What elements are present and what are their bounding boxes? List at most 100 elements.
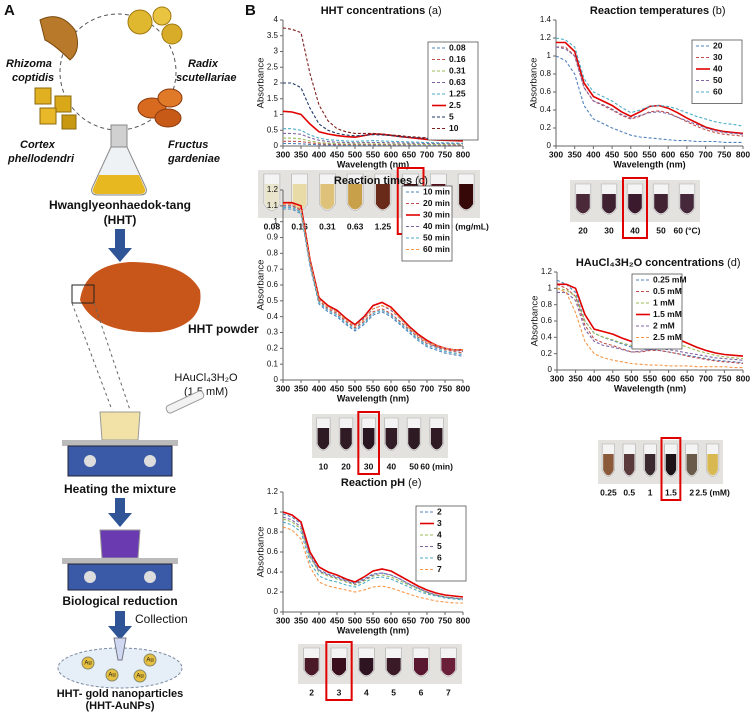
zoom-box bbox=[71, 284, 95, 304]
tube-liquid bbox=[359, 658, 374, 676]
particle-label: Au bbox=[136, 674, 143, 680]
x-tick-label: 750 bbox=[438, 383, 452, 393]
legend-label: 3 bbox=[437, 518, 442, 528]
highlight-box bbox=[357, 411, 381, 475]
x-axis-label: Wavelength (nm) bbox=[337, 625, 409, 635]
y-tick-label: 2 bbox=[274, 78, 279, 87]
x-tick-label: 700 bbox=[420, 383, 434, 393]
legend-label: 0.63 bbox=[449, 77, 466, 87]
tube-liquid bbox=[375, 184, 390, 210]
series-line bbox=[282, 521, 464, 601]
chart-title: HHT concentrations bbox=[321, 5, 426, 17]
y-tick-label: 0 bbox=[547, 141, 552, 150]
tube-liquid bbox=[441, 658, 456, 676]
y-tick-label: 0.3 bbox=[267, 328, 279, 337]
tube-label: 2.5 (mM) bbox=[695, 487, 730, 497]
herb-name: phellodendri bbox=[7, 153, 75, 165]
x-tick-label: 550 bbox=[642, 149, 656, 159]
y-tick-label: 0.1 bbox=[267, 359, 279, 368]
legend-label: 40 min bbox=[423, 221, 450, 231]
arrow bbox=[108, 611, 132, 640]
x-tick-label: 700 bbox=[420, 615, 434, 625]
hot-plate bbox=[62, 411, 178, 477]
tube-label: 60 (°C) bbox=[673, 225, 700, 235]
x-tick-label: 600 bbox=[384, 383, 398, 393]
chart-title: HAuCl₄3H₂O concentrations bbox=[576, 257, 724, 269]
legend-box bbox=[631, 273, 683, 350]
tube-liquid bbox=[665, 454, 677, 476]
hot-plate bbox=[62, 529, 178, 591]
herb-image bbox=[39, 16, 79, 61]
tube-liquid bbox=[332, 658, 346, 676]
x-tick-label: 800 bbox=[456, 615, 470, 625]
tube-label: 30 bbox=[604, 225, 614, 235]
legend-label: 1.5 mM bbox=[653, 309, 682, 319]
series-line bbox=[283, 132, 463, 145]
x-axis-label: Wavelength (nm) bbox=[613, 159, 685, 169]
tube-label: 30 bbox=[364, 461, 374, 471]
x-axis-label: Wavelength (nm) bbox=[337, 159, 409, 169]
series-line bbox=[283, 142, 463, 146]
x-tick-label: 550 bbox=[366, 383, 380, 393]
step-label: HHT powder bbox=[188, 322, 259, 336]
tube-liquid bbox=[628, 194, 642, 214]
tube-liquid bbox=[654, 194, 668, 214]
y-tick-label: 1 bbox=[548, 283, 553, 292]
tube-label: 0.08 bbox=[264, 221, 281, 231]
x-tick-label: 700 bbox=[420, 149, 434, 159]
y-tick-label: 0.8 bbox=[267, 527, 279, 536]
x-tick-label: 600 bbox=[662, 373, 676, 383]
herb-circle bbox=[59, 13, 177, 131]
series-line bbox=[283, 128, 463, 144]
x-tick-label: 450 bbox=[330, 615, 344, 625]
x-tick-label: 750 bbox=[438, 149, 452, 159]
tube-label: 0.63 bbox=[347, 221, 364, 231]
tube-liquid bbox=[386, 658, 401, 676]
tube-label: 40 bbox=[630, 225, 640, 235]
tube-label: 0.25 bbox=[600, 487, 617, 497]
herb-name: Rhizoma bbox=[6, 58, 52, 70]
tube-label: 50 bbox=[656, 225, 666, 235]
x-tick-label: 750 bbox=[717, 373, 731, 383]
x-tick-label: 400 bbox=[312, 615, 326, 625]
tube-liquid bbox=[707, 454, 718, 476]
herb-name: Radix bbox=[188, 58, 219, 70]
y-tick-label: 0 bbox=[548, 365, 553, 374]
series-line bbox=[556, 41, 744, 135]
y-tick-label: 0.4 bbox=[540, 105, 552, 114]
tube-liquid bbox=[320, 184, 335, 210]
y-tick-label: 0 bbox=[274, 141, 279, 150]
x-tick-label: 350 bbox=[294, 383, 308, 393]
panel-label: B bbox=[245, 2, 256, 19]
legend-label: 0.31 bbox=[449, 65, 466, 75]
legend-label: 5 bbox=[437, 541, 442, 551]
x-tick-label: 550 bbox=[366, 615, 380, 625]
legend-label: 30 min bbox=[423, 209, 450, 219]
legend-label: 60 min bbox=[423, 244, 450, 254]
tube-liquid bbox=[414, 658, 428, 676]
legend-label: 10 bbox=[449, 123, 459, 133]
series-line bbox=[555, 55, 743, 143]
y-axis-label: Absorbance bbox=[256, 260, 267, 311]
y-tick-label: 3.5 bbox=[267, 31, 279, 40]
x-tick-label: 450 bbox=[330, 383, 344, 393]
arrow bbox=[108, 498, 132, 527]
tube-liquid bbox=[430, 428, 443, 450]
photo-bg bbox=[598, 440, 723, 484]
y-tick-label: 0.4 bbox=[541, 332, 553, 341]
legend-label: 0.16 bbox=[449, 54, 466, 64]
x-tick-label: 500 bbox=[348, 149, 362, 159]
legend-label: 50 bbox=[713, 75, 723, 85]
legend-label: 0.5 mM bbox=[653, 286, 682, 296]
x-tick-label: 450 bbox=[605, 149, 619, 159]
x-tick-label: 800 bbox=[736, 373, 750, 383]
y-tick-label: 0.5 bbox=[267, 296, 279, 305]
x-tick-label: 750 bbox=[438, 615, 452, 625]
y-tick-label: 0.6 bbox=[267, 280, 279, 289]
tube-liquid bbox=[317, 428, 330, 450]
x-tick-label: 500 bbox=[348, 615, 362, 625]
legend-label: 1 mM bbox=[653, 297, 675, 307]
tube-label: 20 bbox=[341, 461, 351, 471]
chart-title: Reaction temperatures bbox=[590, 5, 709, 17]
